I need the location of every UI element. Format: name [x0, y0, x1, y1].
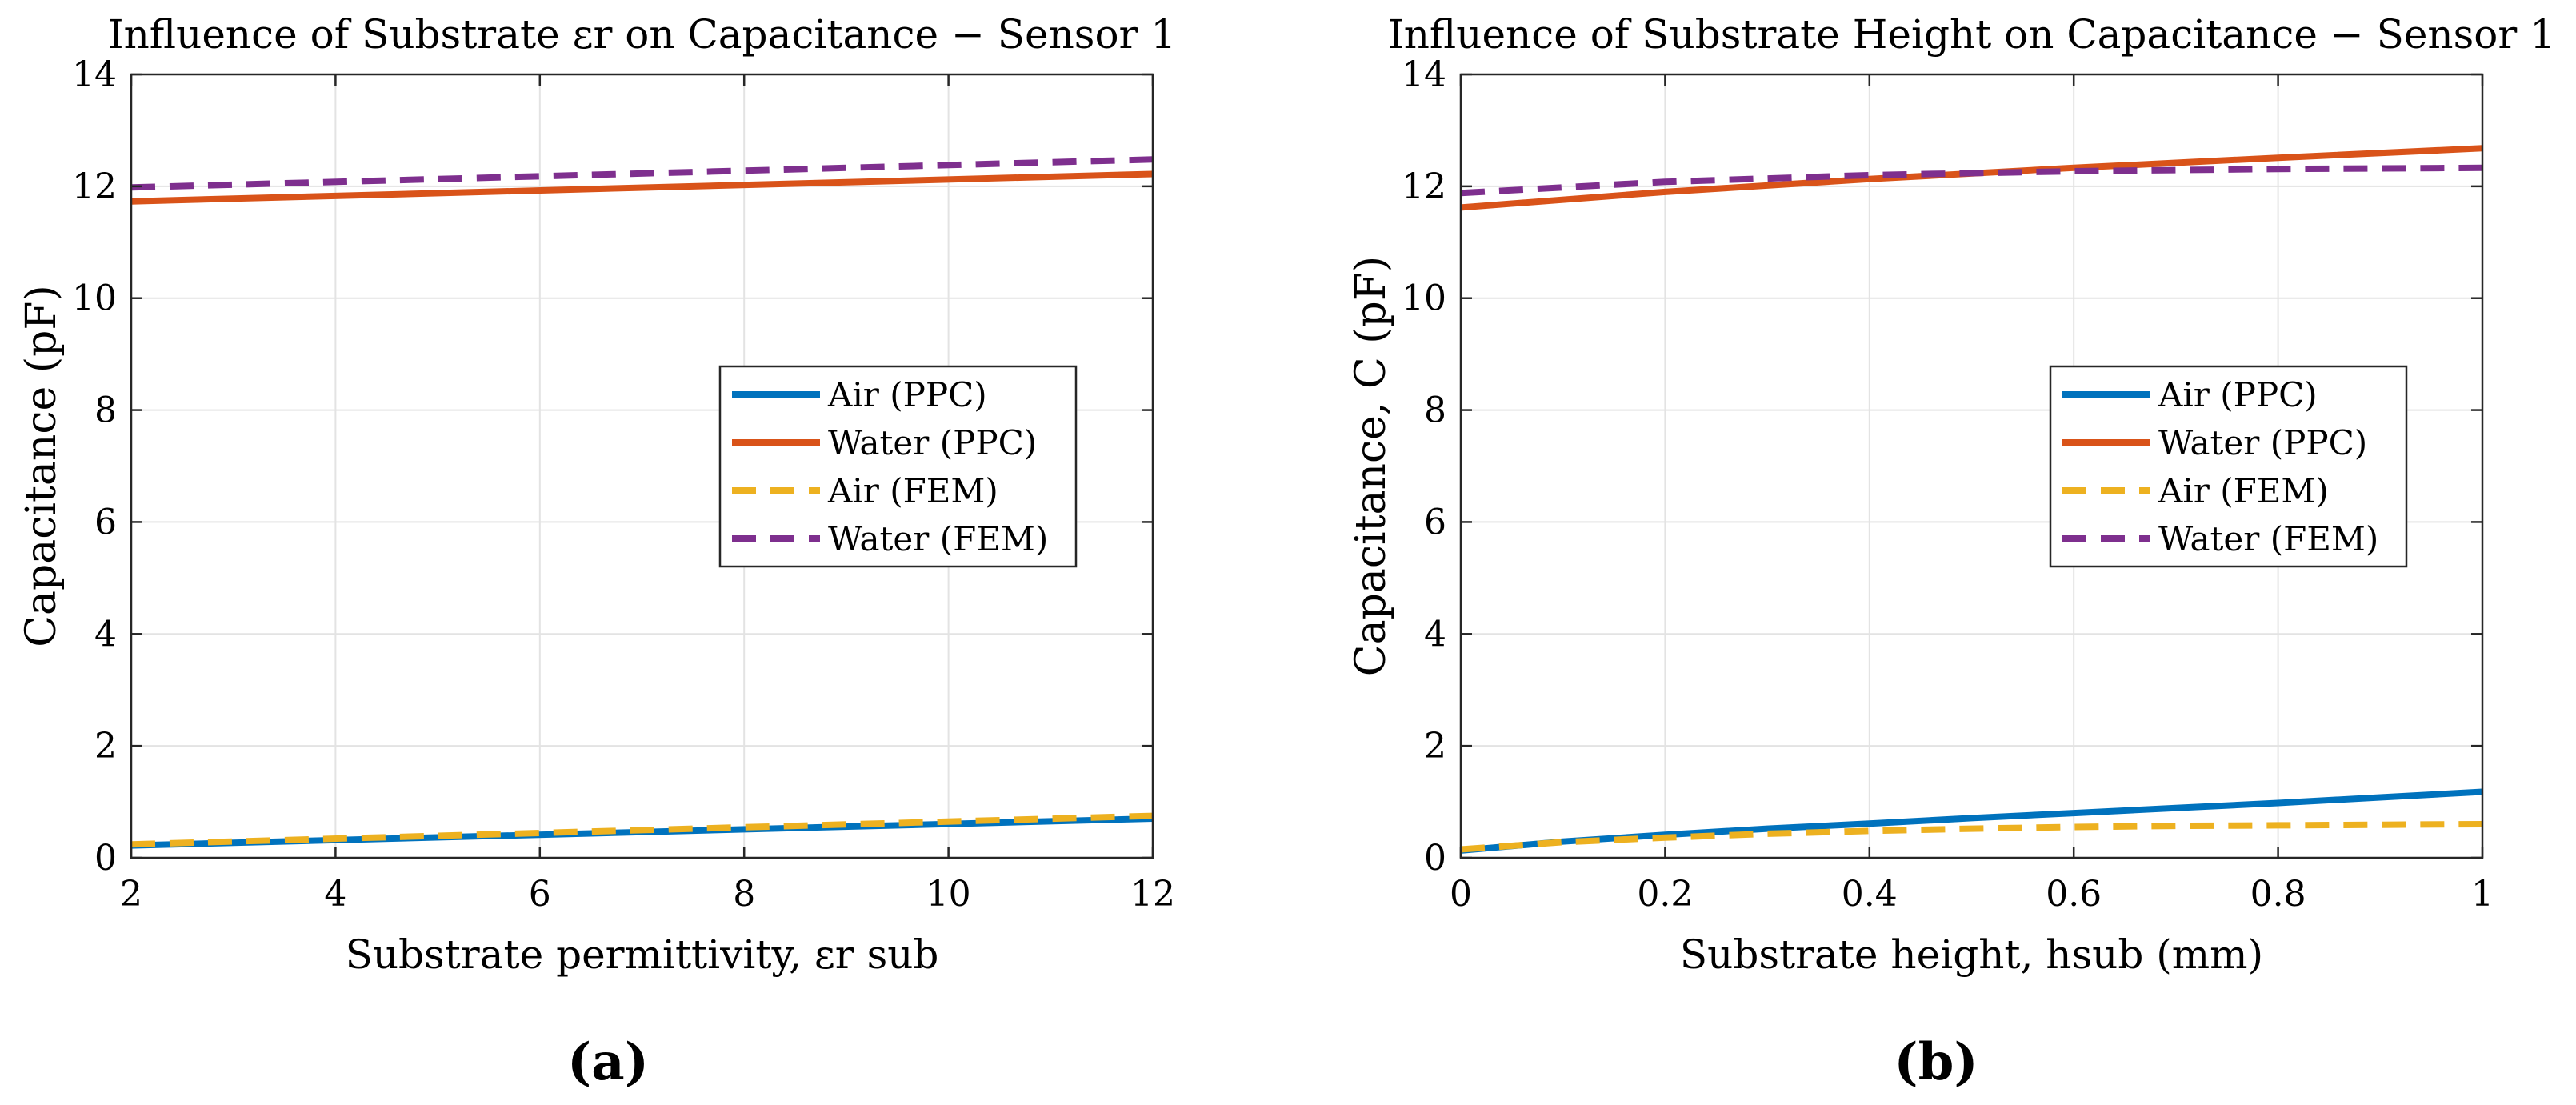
- x-tick-label: 10: [926, 874, 971, 915]
- caption-b-text: (b): [1894, 1032, 1978, 1092]
- x-tick-label: 0.4: [1842, 874, 1898, 915]
- legend-box: [718, 365, 1078, 568]
- legend-label-water-ppc: Water (PPC): [828, 423, 1037, 462]
- x-tick-label: 2: [120, 874, 142, 915]
- x-tick-label: 0.8: [2250, 874, 2306, 915]
- x-tick-label: 0.2: [1637, 874, 1693, 915]
- series-line-air-fem: [130, 812, 1154, 848]
- y-tick-label: 12: [1402, 166, 1446, 207]
- legend-label-water-fem: Water (FEM): [828, 519, 1048, 559]
- caption-a: (a): [528, 1032, 688, 1092]
- legend-label-air-ppc: Air (PPC): [2158, 375, 2318, 414]
- legend-label-air-fem: Air (FEM): [2158, 471, 2329, 510]
- chart-title: Influence of Substrate εr on Capacitance…: [108, 11, 1176, 58]
- y-tick-label: 2: [94, 726, 117, 767]
- chart-title: Influence of Substrate Height on Capacit…: [1388, 11, 2555, 58]
- caption-a-text: (a): [566, 1032, 650, 1092]
- axes-box: [1459, 73, 2484, 859]
- y-tick-label: 12: [72, 166, 117, 207]
- y-tick-label: 6: [1424, 502, 1446, 542]
- x-axis-label: Substrate height, hsub (mm): [1680, 931, 2263, 978]
- y-tick-label: 0: [94, 838, 117, 879]
- legend-label-water-ppc: Water (PPC): [2158, 423, 2367, 462]
- legend-label-air-fem: Air (FEM): [827, 471, 998, 510]
- x-axis-label: Substrate permittivity, εr sub: [346, 931, 939, 978]
- y-tick-label: 8: [1424, 390, 1446, 431]
- y-tick-label: 4: [94, 614, 117, 655]
- series-line-water-ppc: [130, 170, 1154, 205]
- axes-box: [130, 73, 1154, 859]
- legend-label-water-fem: Water (FEM): [2158, 519, 2378, 559]
- y-tick-label: 4: [1424, 614, 1446, 655]
- y-axis-label: Capacitance, C (pF): [1347, 256, 1395, 676]
- x-tick-label: 6: [529, 874, 551, 915]
- caption-b: (b): [1856, 1032, 2016, 1092]
- x-tick-label: 4: [324, 874, 346, 915]
- y-tick-label: 14: [72, 54, 117, 95]
- x-tick-label: 1: [2471, 874, 2494, 915]
- y-tick-label: 6: [94, 502, 117, 542]
- y-tick-label: 0: [1424, 838, 1446, 879]
- series-line-water-fem: [130, 156, 1154, 191]
- x-tick-label: 8: [733, 874, 755, 915]
- y-tick-label: 2: [1424, 726, 1446, 767]
- legend-box: [2049, 365, 2408, 568]
- y-axis-label: Capacitance (pF): [18, 285, 66, 647]
- y-tick-label: 8: [94, 390, 117, 431]
- x-tick-label: 0.6: [2046, 874, 2102, 915]
- x-tick-label: 12: [1130, 874, 1175, 915]
- y-tick-label: 14: [1402, 54, 1446, 95]
- legend-label-air-ppc: Air (PPC): [827, 375, 987, 414]
- series-line-air-fem: [1460, 821, 2483, 853]
- y-tick-label: 10: [1402, 278, 1446, 319]
- series-line-water-fem: [1460, 164, 2483, 197]
- y-tick-label: 10: [72, 278, 117, 319]
- x-tick-label: 0: [1450, 874, 1472, 915]
